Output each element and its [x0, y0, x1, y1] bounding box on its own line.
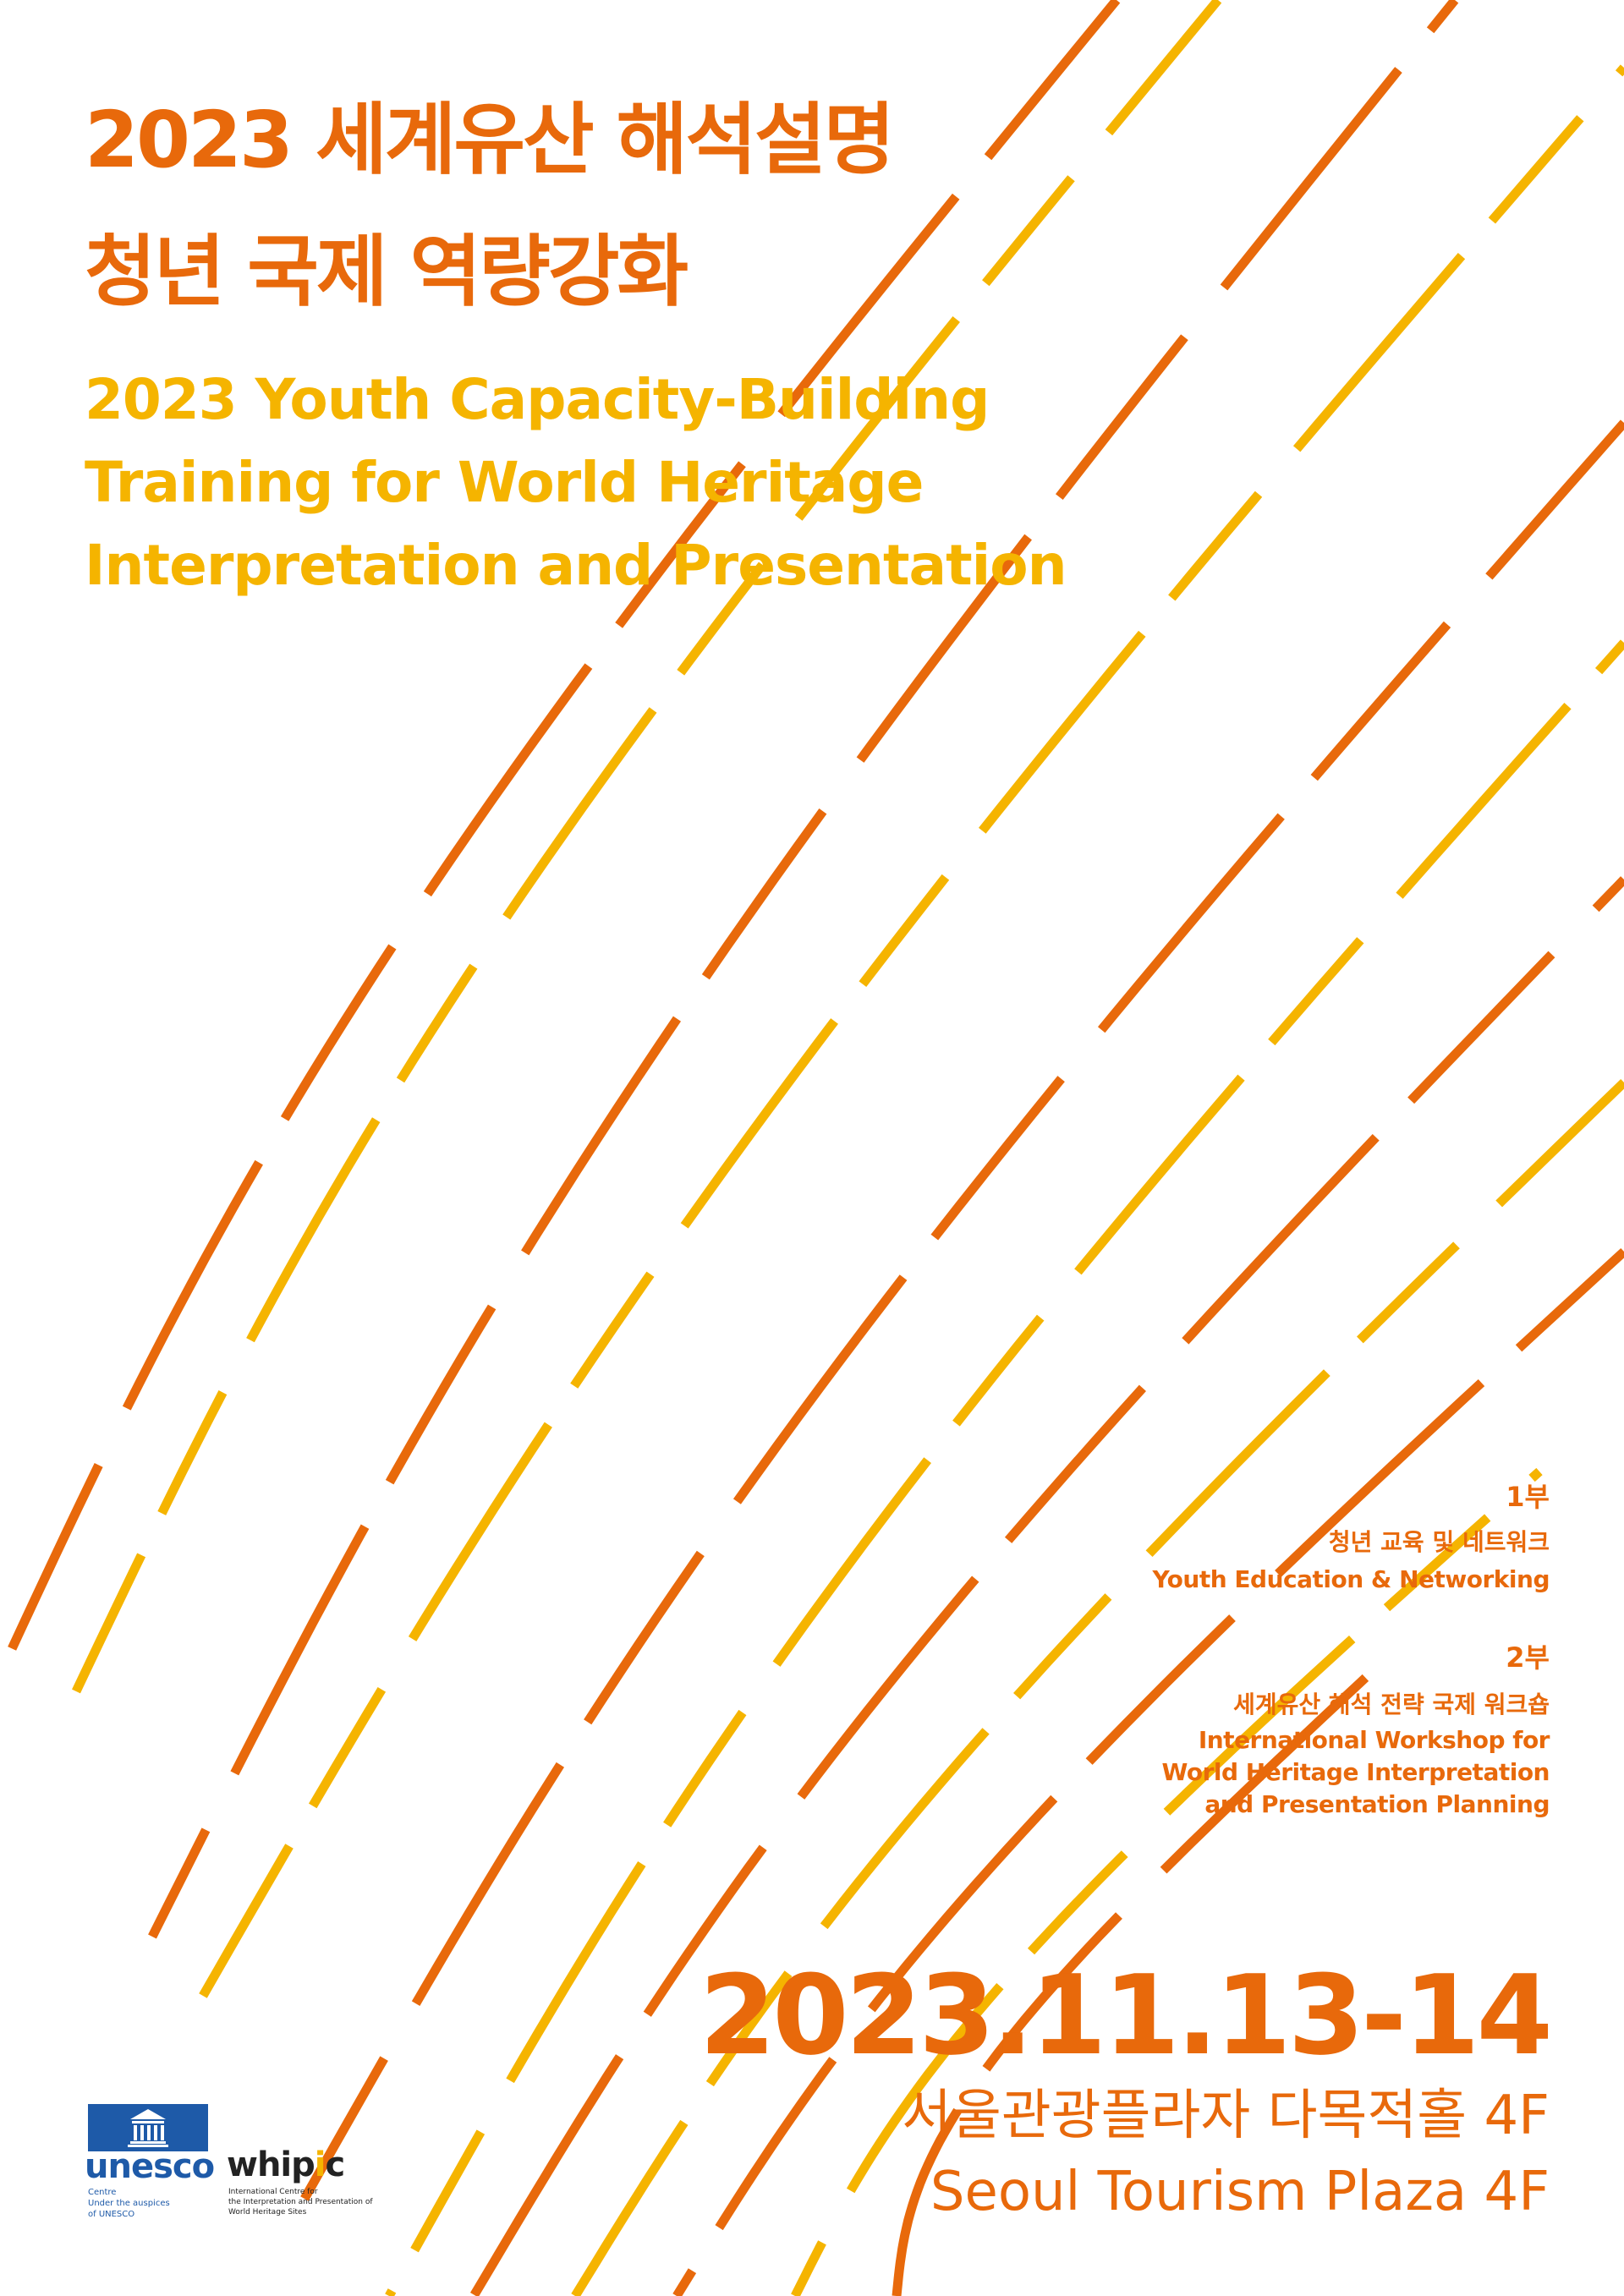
dashed-line-9 — [672, 1247, 1624, 2296]
part2-english-title-line-1: International Workshop for — [1198, 1726, 1550, 1754]
part1-english-title: Youth Education & Networking — [1152, 1565, 1550, 1593]
part1-label: 1부 — [1506, 1481, 1550, 1513]
venue-english: Seoul Tourism Plaza 4F — [930, 2161, 1550, 2223]
event-date: 2023.11.13-14 — [699, 1951, 1553, 2080]
dashed-line-7 — [469, 876, 1624, 2296]
unesco-wordmark: unesco — [85, 2147, 215, 2186]
whipic-wordmark-end: c — [325, 2145, 346, 2184]
whipic-wordmark: whipic — [227, 2145, 346, 2184]
part2-english-title-line-3: and Presentation Planning — [1204, 1790, 1550, 1818]
unesco-caption-line-2: Under the auspices — [88, 2199, 170, 2208]
unesco-temple-icon — [88, 2104, 208, 2151]
english-title-line-3: Interpretation and Presentation — [85, 533, 1067, 598]
dashed-line-4 — [199, 64, 1624, 1998]
dashed-line-5 — [300, 419, 1624, 2201]
part2-korean-title: 세계유산 해석 전략 국제 워크숍 — [1233, 1690, 1550, 1718]
part2-label: 2부 — [1506, 1641, 1550, 1674]
whipic-wordmark-accent: i — [314, 2145, 326, 2184]
whipic-caption-line-3: World Heritage Sites — [228, 2208, 307, 2217]
dashed-line-1 — [0, 0, 1121, 1677]
korean-title-line-1: 2023 세계유산 해석설명 — [85, 95, 895, 185]
dashed-line-8 — [571, 1079, 1624, 2296]
dashed-line-11 — [892, 1653, 1391, 2296]
dashed-line-6 — [385, 639, 1624, 2296]
english-title-line-1: 2023 Youth Capacity-Building — [85, 367, 990, 432]
whipic-wordmark-start: whip — [227, 2145, 315, 2184]
dashed-line-3 — [148, 0, 1459, 1939]
venue-korean: 서울관광플라자 다목적홀 4F — [902, 2085, 1550, 2147]
whipic-caption-line-1: International Centre for — [228, 2188, 318, 2196]
unesco-caption-line-3: of UNESCO — [88, 2210, 135, 2219]
dashed-line-10 — [791, 1467, 1543, 2296]
english-title-line-2: Training for World Heritage — [85, 450, 924, 515]
korean-title-line-2: 청년 국제 역량강화 — [85, 227, 689, 317]
part2-english-title-line-2: World Heritage Interpretation — [1161, 1758, 1550, 1786]
part1-korean-title: 청년 교육 및 네트워크 — [1328, 1528, 1550, 1556]
whipic-caption-line-2: the Interpretation and Presentation of — [228, 2198, 373, 2206]
dashed-line-2 — [72, 0, 1222, 1694]
unesco-caption-line-1: Centre — [88, 2188, 117, 2197]
